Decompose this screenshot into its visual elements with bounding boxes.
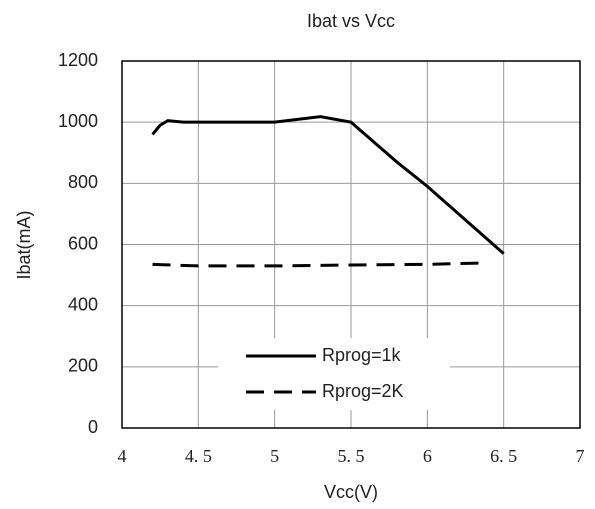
line-series bbox=[152, 261, 489, 268]
legend-label: Rprog=2K bbox=[322, 381, 404, 401]
y-tick-label: 400 bbox=[68, 294, 98, 314]
line-series bbox=[151, 115, 505, 255]
y-axis-label: Ibat(mA) bbox=[14, 210, 34, 279]
x-tick-label: 7 bbox=[576, 446, 585, 466]
x-tick-label: 5 bbox=[270, 446, 279, 466]
chart-title: Ibat vs Vcc bbox=[307, 11, 395, 31]
y-tick-label: 800 bbox=[68, 172, 98, 192]
plot-border bbox=[121, 60, 581, 429]
y-tick-label: 200 bbox=[68, 356, 98, 376]
y-tick-label: 1200 bbox=[58, 50, 98, 70]
y-tick-label: 1000 bbox=[58, 111, 98, 131]
legend-label: Rprog=1k bbox=[322, 345, 402, 365]
x-tick-label: 5. 5 bbox=[338, 446, 365, 466]
x-tick-label: 4 bbox=[118, 446, 127, 466]
x-tick-label: 6. 5 bbox=[490, 446, 517, 466]
x-tick-label: 6 bbox=[423, 446, 432, 466]
x-tick-label: 4. 5 bbox=[185, 446, 212, 466]
legend-box bbox=[218, 338, 450, 410]
x-axis-label: Vcc(V) bbox=[324, 482, 378, 502]
y-tick-label: 0 bbox=[88, 417, 98, 437]
y-tick-label: 600 bbox=[68, 233, 98, 253]
